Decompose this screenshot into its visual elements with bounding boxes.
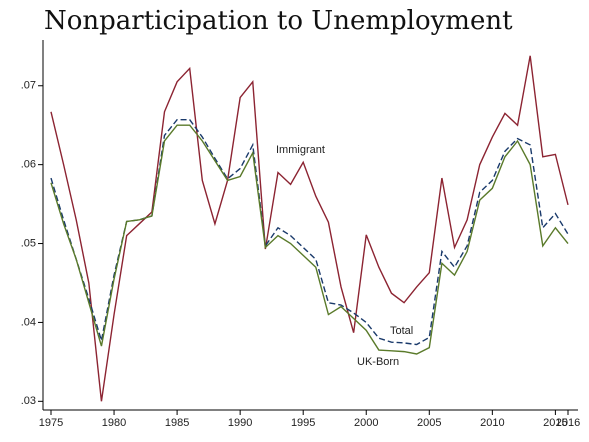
series-line [50, 55, 569, 402]
series-line [50, 124, 569, 355]
y-tick-label: .05 [21, 237, 36, 249]
x-tick-label: 2000 [354, 417, 378, 429]
x-tick-label: 1995 [291, 417, 315, 429]
y-tick-label: .06 [21, 159, 36, 171]
y-tick-label: .04 [21, 316, 36, 328]
y-tick-label: .03 [21, 395, 36, 407]
series-label: UK-Born [357, 356, 399, 368]
series-label: Total [390, 325, 413, 337]
x-tick-label: 2016 [556, 417, 580, 429]
x-tick-label: 1980 [102, 417, 126, 429]
chart-title: Nonparticipation to Unemployment [44, 6, 513, 36]
x-tick-label: 2010 [480, 417, 504, 429]
x-tick-label: 2005 [417, 417, 441, 429]
series-label: Immigrant [276, 144, 325, 156]
x-tick-label: 2015 [543, 417, 567, 429]
x-tick-label: 1990 [228, 417, 252, 429]
y-tick-label: .07 [21, 80, 36, 92]
x-tick-label: 1975 [39, 417, 63, 429]
x-tick-label: 1985 [165, 417, 189, 429]
